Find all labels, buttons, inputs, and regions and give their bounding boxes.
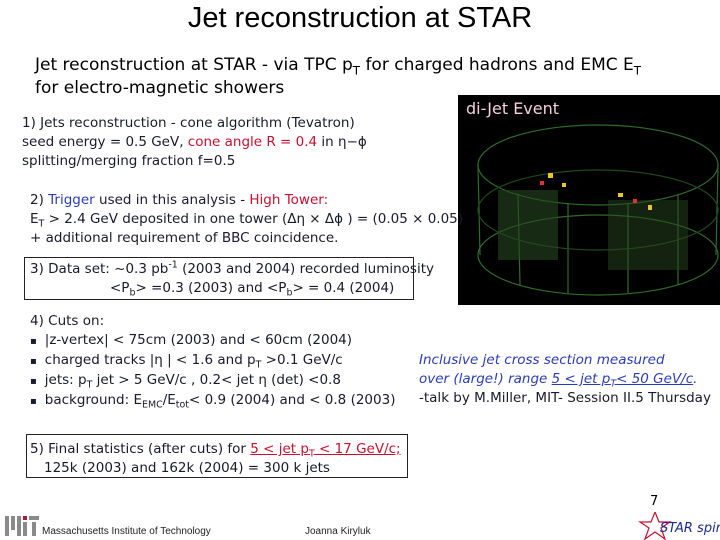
text: seed energy = 0.5 GeV, (22, 134, 188, 150)
text: < 17 GeV/c; (314, 441, 401, 457)
text: 3) Data set: ~0.3 pb (30, 261, 169, 277)
text: jets: p (44, 372, 87, 388)
cut-item: |z-vertex| < 75cm (2003) and < 60cm (200… (30, 331, 395, 351)
text: -1 (168, 259, 178, 271)
footer: Massachusetts Institute of Technology Jo… (5, 512, 720, 540)
block-5-frame (26, 434, 408, 478)
text: < 50 GeV/c (616, 371, 694, 387)
cut-list: |z-vertex| < 75cm (2003) and < 60cm (200… (30, 331, 396, 411)
text: tot (175, 399, 189, 411)
text: 5 < jet p (551, 371, 611, 387)
text: > = 0.4 (2004) (292, 280, 395, 296)
text: + additional requirement of BBC coincide… (30, 230, 339, 246)
text: for electro-magnetic showers (35, 78, 285, 98)
text: 125k (2003) and 162k (2004) = 300 k jets (44, 460, 330, 476)
text: T (633, 63, 642, 78)
text: -talk by M.Miller, MIT- Session II.5 Thu… (419, 390, 711, 406)
text: cone angle R = 0.4 (187, 134, 318, 150)
text: b (129, 287, 136, 299)
text: used in this analysis - (94, 192, 250, 208)
text: T (38, 218, 45, 230)
block-5: 5) Final statistics (after cuts) for 5 <… (30, 440, 401, 478)
text: High Tower: (249, 192, 329, 208)
cut-item: jets: pT jet > 5 GeV/c , 0.2< jet η (det… (30, 371, 395, 391)
cut-item: background: EEMC/Etot< 0.9 (2004) and < … (30, 391, 396, 411)
text: charged tracks |η | < 1.6 and p (44, 352, 256, 368)
author: Joanna Kiryluk (305, 526, 372, 537)
block-4: 4) Cuts on: |z-vertex| < 75cm (2003) and… (30, 312, 395, 411)
text: 4) Cuts on: (30, 313, 105, 329)
text: >0.1 GeV/c (261, 352, 343, 368)
text: T (352, 63, 361, 78)
text: E (30, 211, 39, 227)
subtitle: Jet reconstruction at STAR - via TPC pT … (35, 54, 641, 100)
text: 5) Final statistics (after cuts) for (30, 441, 251, 457)
logo-text: STAR spin (660, 521, 720, 536)
text: T (86, 379, 93, 391)
text: <P (110, 280, 130, 296)
text: for charged hadrons and EMC E (360, 55, 634, 75)
text: 2) (30, 192, 49, 208)
page-number: 7 (650, 494, 659, 509)
text: > =0.3 (2003) and <P (135, 280, 287, 296)
text: (2003 and 2004) recorded luminosity (177, 261, 434, 277)
text: Trigger (48, 192, 95, 208)
text: /E (162, 392, 176, 408)
text: EMC (142, 399, 163, 411)
block-1: 1) Jets reconstruction - cone algorithm … (22, 114, 367, 171)
image-label: di-Jet Event (466, 99, 559, 118)
text: T (610, 378, 617, 390)
slide-title: Jet reconstruction at STAR (187, 2, 533, 34)
text: < 0.9 (2004) and < 0.8 (2003) (188, 392, 396, 408)
text: over (large!) range (419, 371, 552, 387)
block-3-frame (24, 257, 414, 300)
text: splitting/merging fraction f=0.5 (22, 153, 236, 169)
text: jet > 5 GeV/c , 0.2< jet η (det) <0.8 (92, 372, 341, 388)
text: T (255, 359, 262, 371)
text: Inclusive jet cross section measured (419, 352, 665, 368)
event-image: di-Jet Event (458, 95, 720, 305)
note: Inclusive jet cross section measured ove… (419, 351, 711, 408)
block-3: 3) Data set: ~0.3 pb-1 (2003 and 2004) r… (30, 260, 434, 298)
text: . (693, 371, 698, 387)
block-2: 2) Trigger used in this analysis - High … (30, 191, 463, 248)
text: T (308, 448, 315, 460)
text: background: E (44, 392, 142, 408)
cut-item: charged tracks |η | < 1.6 and pT >0.1 Ge… (30, 351, 395, 371)
text: > 2.4 GeV deposited in one tower (Δη × Δ… (44, 211, 464, 227)
text: 1) Jets reconstruction - cone algorithm … (22, 115, 355, 131)
text: |z-vertex| < 75cm (2003) and < 60cm (200… (44, 332, 353, 348)
text: b (286, 287, 293, 299)
institution: Massachusetts Institute of Technology (42, 526, 211, 537)
text: 5 < jet p (250, 441, 309, 457)
text: Jet reconstruction at STAR - via TPC p (35, 55, 353, 75)
text: in η−ϕ (317, 134, 367, 150)
